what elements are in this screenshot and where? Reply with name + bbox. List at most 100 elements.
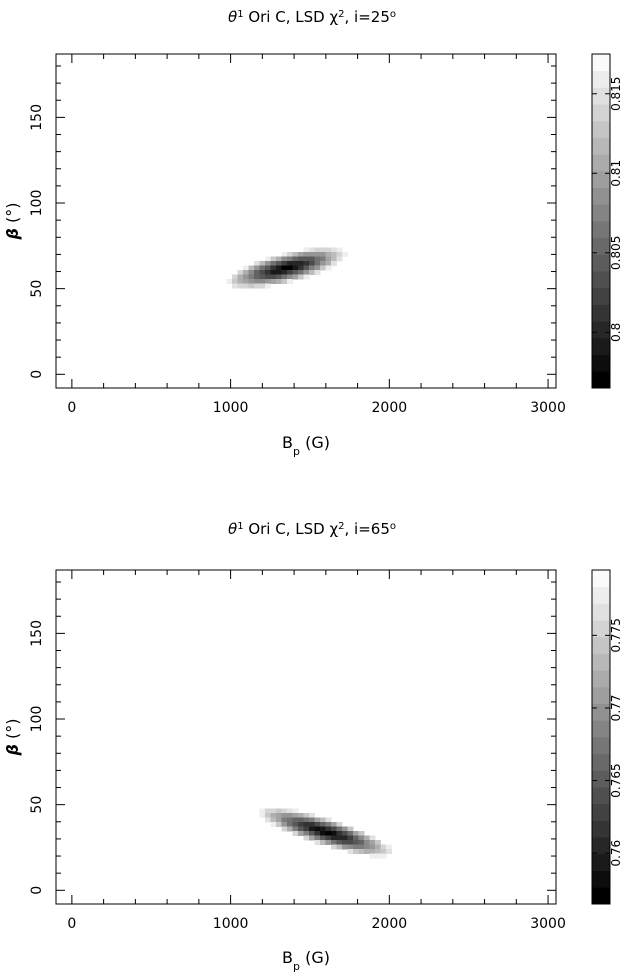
colorbar-level [592, 254, 610, 272]
heatmap-cell [325, 261, 332, 266]
heatmap-cell [265, 270, 271, 275]
heatmap-cell [276, 817, 282, 823]
heatmap-cell [336, 822, 343, 827]
heatmap-cell [287, 265, 293, 271]
x-axis-label: Bp (G) [282, 433, 330, 458]
colorbar-level [592, 770, 610, 788]
heatmap-cell [303, 813, 310, 818]
colorbar-level [592, 870, 610, 888]
colorbar-level [592, 154, 610, 172]
heatmap-cell [259, 270, 266, 275]
heatmap-cell [331, 261, 337, 266]
x-tick-label: 1000 [213, 916, 249, 932]
heatmap-cell [287, 808, 293, 814]
heatmap-cell [325, 817, 332, 823]
y-tick-label: 100 [29, 190, 45, 217]
heatmap-cell [320, 822, 326, 827]
heatmap-cell [287, 822, 293, 827]
heatmap-cell [336, 247, 343, 253]
colorbar-level [592, 820, 610, 838]
y-axis-label: β (°) [3, 202, 22, 240]
x-tick-label: 2000 [372, 916, 408, 932]
colorbar-level [592, 187, 610, 205]
heatmap-cell [270, 265, 277, 271]
chart-title: θ1 Ori C, LSD χ2, i=25o [228, 8, 396, 26]
heatmap-cell [331, 822, 337, 827]
x-tick-label: 1000 [213, 400, 249, 416]
y-tick-label: 0 [29, 370, 45, 379]
heatmap-cell [331, 835, 337, 841]
heatmap-cell [353, 840, 359, 845]
heatmap-cell [237, 270, 244, 275]
heatmap-cell [276, 270, 282, 275]
heatmap-cell [298, 256, 304, 262]
chart-panel-1: θ1 Ori C, LSD χ2, i=25o 0 1000 2000 3000 0 50 1… [3, 8, 623, 458]
heatmap-cell [347, 849, 354, 854]
heatmap-cell [298, 831, 304, 836]
heatmap-cell [369, 849, 376, 854]
colorbar-tick-label: 0.775 [609, 618, 623, 652]
heatmap-cell [380, 849, 387, 854]
heatmap-cell [320, 835, 326, 841]
heatmap-cell [353, 844, 359, 850]
heatmap-cell [303, 835, 310, 841]
heatmap-cell [309, 826, 315, 832]
colorbar-level [592, 737, 610, 755]
heatmap-cell [331, 826, 337, 832]
heatmap-cell [314, 840, 321, 845]
heatmap-cell [237, 283, 244, 289]
heatmap-cell [292, 831, 299, 836]
colorbar-level [592, 670, 610, 688]
heatmap-cell [232, 283, 238, 289]
heatmap-cell [375, 840, 381, 845]
heatmap-cells [226, 247, 348, 289]
colorbar-tick-label: 0.805 [609, 236, 623, 270]
heatmap-cell [309, 822, 315, 827]
colorbar-level [592, 170, 610, 188]
heatmap-cell [342, 840, 348, 845]
colorbar-tick-label: 0.765 [609, 763, 623, 797]
heatmap-cell [281, 270, 288, 275]
colorbar-level [592, 204, 610, 222]
colorbar-frame [591, 53, 611, 389]
colorbar-level [592, 321, 610, 339]
heatmap-cell [276, 808, 282, 814]
chart-title: θ1 Ori C, LSD χ2, i=65o [228, 520, 396, 538]
heatmap-cell [259, 261, 266, 266]
heatmap-cell [336, 826, 343, 832]
heatmap-cell [265, 265, 271, 271]
heatmap-cell [364, 844, 370, 850]
colorbar-level [592, 70, 610, 88]
heatmap-cell [276, 279, 282, 284]
heatmap-cell [292, 261, 299, 266]
heatmap-cell [336, 835, 343, 841]
heatmap-cell [292, 252, 299, 257]
heatmap-cell [331, 252, 337, 257]
heatmap-cell [309, 256, 315, 262]
colorbar-level [592, 653, 610, 671]
heatmap-cell [342, 844, 348, 850]
heatmap-cell [314, 835, 321, 841]
x-axis-label: Bp (G) [282, 948, 330, 972]
heatmap-cell [320, 256, 326, 262]
y-tick-label: 0 [29, 886, 45, 895]
y-tick-label: 50 [29, 796, 45, 814]
heatmap-cell [325, 252, 332, 257]
colorbar: 0.8 0.805 0.81 0.815 [591, 53, 623, 389]
heatmap-cell [314, 252, 321, 257]
heatmap-cell [270, 274, 277, 280]
heatmap-cell [292, 822, 299, 827]
x-ticks [71, 54, 549, 388]
y-ticks [56, 65, 556, 375]
heatmap-cell [226, 279, 233, 284]
heatmap-cell [281, 265, 288, 271]
colorbar-level [592, 620, 610, 638]
heatmap-cell [248, 274, 255, 280]
heatmap-cell [248, 279, 255, 284]
colorbar-level [592, 237, 610, 255]
heatmap-cell [259, 808, 266, 814]
heatmap-cell [265, 808, 271, 814]
heatmap-cell [281, 822, 288, 827]
heatmap-cell [303, 261, 310, 266]
heatmap-cell [309, 813, 315, 818]
